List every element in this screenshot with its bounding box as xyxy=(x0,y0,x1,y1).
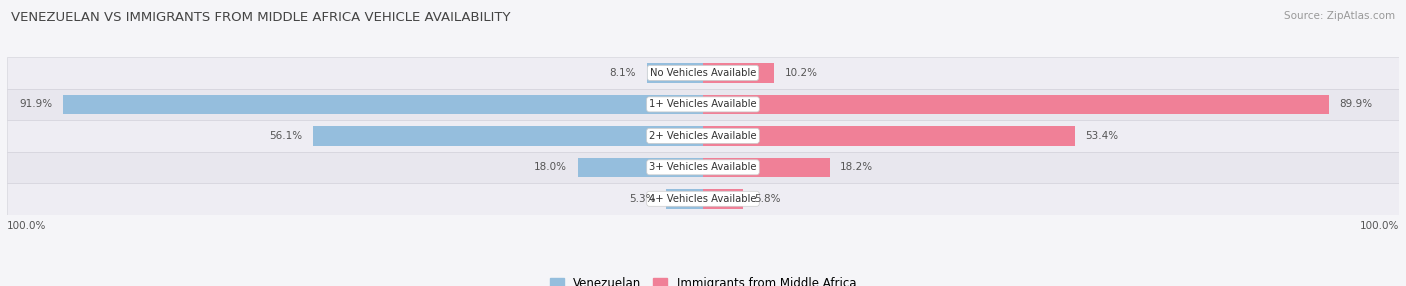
Bar xyxy=(703,158,830,177)
Bar xyxy=(703,189,744,208)
Text: 3+ Vehicles Available: 3+ Vehicles Available xyxy=(650,162,756,172)
Text: 5.3%: 5.3% xyxy=(628,194,655,204)
Text: 56.1%: 56.1% xyxy=(269,131,302,141)
Text: 5.8%: 5.8% xyxy=(754,194,780,204)
Text: 1+ Vehicles Available: 1+ Vehicles Available xyxy=(650,100,756,109)
Legend: Venezuelan, Immigrants from Middle Africa: Venezuelan, Immigrants from Middle Afric… xyxy=(546,273,860,286)
Bar xyxy=(578,158,703,177)
Text: 18.0%: 18.0% xyxy=(534,162,567,172)
Text: VENEZUELAN VS IMMIGRANTS FROM MIDDLE AFRICA VEHICLE AVAILABILITY: VENEZUELAN VS IMMIGRANTS FROM MIDDLE AFR… xyxy=(11,11,510,24)
Bar xyxy=(312,126,703,146)
Text: Source: ZipAtlas.com: Source: ZipAtlas.com xyxy=(1284,11,1395,21)
Bar xyxy=(7,89,1399,120)
Bar xyxy=(703,63,773,83)
Bar xyxy=(7,152,1399,183)
Bar xyxy=(63,95,703,114)
Text: 10.2%: 10.2% xyxy=(785,68,817,78)
Bar xyxy=(703,126,1074,146)
Bar xyxy=(7,57,1399,89)
Text: 89.9%: 89.9% xyxy=(1339,100,1372,109)
Text: 18.2%: 18.2% xyxy=(841,162,873,172)
Text: 8.1%: 8.1% xyxy=(610,68,636,78)
Bar xyxy=(703,95,1329,114)
Text: 53.4%: 53.4% xyxy=(1085,131,1118,141)
Text: No Vehicles Available: No Vehicles Available xyxy=(650,68,756,78)
Text: 2+ Vehicles Available: 2+ Vehicles Available xyxy=(650,131,756,141)
Bar xyxy=(666,189,703,208)
Text: 100.0%: 100.0% xyxy=(1360,221,1399,231)
Bar xyxy=(7,120,1399,152)
Text: 91.9%: 91.9% xyxy=(20,100,53,109)
Bar xyxy=(7,183,1399,214)
Text: 100.0%: 100.0% xyxy=(7,221,46,231)
Bar xyxy=(647,63,703,83)
Text: 4+ Vehicles Available: 4+ Vehicles Available xyxy=(650,194,756,204)
